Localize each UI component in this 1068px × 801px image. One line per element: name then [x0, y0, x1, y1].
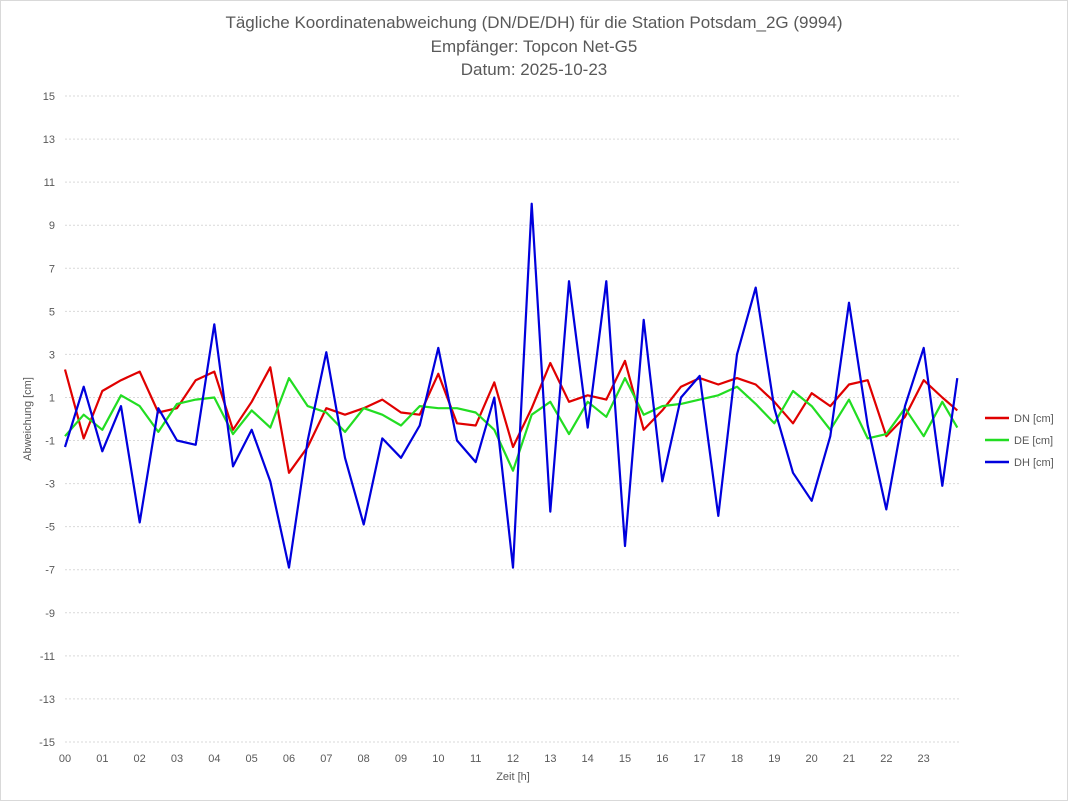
series-line-dn [63, 359, 959, 474]
legend-label: DN [cm] [1014, 413, 1054, 425]
x-tick-label: 06 [283, 753, 295, 765]
x-tick-label: 21 [843, 753, 855, 765]
x-tick-label: 03 [171, 753, 183, 765]
y-tick-label: 11 [44, 177, 55, 189]
legend: DN [cm] DE [cm] DH [cm] [985, 413, 1054, 469]
y-tick-label: 5 [49, 306, 55, 318]
x-axis-ticks: 00 01 02 03 04 05 06 07 08 09 10 11 12 13 14 15 16 17 18 19… [59, 753, 930, 765]
legend-label: DH [cm] [1014, 457, 1054, 469]
y-tick-label: 15 [43, 91, 55, 103]
y-tick-label: 3 [49, 349, 55, 361]
x-tick-label: 17 [694, 753, 706, 765]
y-tick-label: -15 [39, 737, 55, 749]
x-tick-label: 00 [59, 753, 71, 765]
series-line-de [64, 377, 959, 472]
x-tick-label: 20 [806, 753, 818, 765]
x-tick-label: 12 [507, 753, 519, 765]
x-axis-title: Zeit [h] [496, 771, 530, 783]
series-lines [63, 202, 959, 569]
legend-label: DE [cm] [1014, 435, 1053, 447]
x-tick-label: 09 [395, 753, 407, 765]
x-tick-label: 14 [582, 753, 594, 765]
y-tick-label: -11 [40, 651, 55, 663]
y-tick-label: -3 [45, 479, 55, 491]
y-tick-label: 1 [49, 392, 55, 404]
x-tick-label: 13 [544, 753, 556, 765]
chart-subtitle-receiver: Empfänger: Topcon Net-G5 [430, 37, 638, 56]
x-tick-label: 08 [358, 753, 370, 765]
y-tick-label: -1 [45, 436, 55, 448]
x-tick-label: 11 [470, 753, 481, 765]
y-tick-label: -13 [39, 694, 55, 706]
x-tick-label: 19 [768, 753, 780, 765]
x-tick-label: 01 [96, 753, 108, 765]
series-line-dh [63, 202, 959, 569]
chart-subtitle-date: Datum: 2025-10-23 [460, 60, 608, 79]
x-tick-label: 07 [320, 753, 332, 765]
y-axis-title: Abweichung [cm] [22, 377, 34, 461]
x-tick-label: 02 [134, 753, 146, 765]
x-tick-label: 18 [731, 753, 743, 765]
x-tick-label: 04 [208, 753, 220, 765]
y-tick-label: -5 [45, 522, 55, 534]
x-tick-label: 15 [619, 753, 631, 765]
x-tick-label: 05 [246, 753, 258, 765]
x-tick-label: 22 [880, 753, 892, 765]
x-tick-label: 10 [432, 753, 444, 765]
x-tick-label: 16 [656, 753, 668, 765]
y-tick-label: 9 [49, 220, 55, 232]
y-tick-label: 7 [49, 263, 55, 275]
y-tick-label: -9 [45, 608, 55, 620]
x-tick-label: 23 [918, 753, 930, 765]
y-axis-ticks: 15 13 11 9 7 5 3 1 -1 -3 -5 -7 -9 -11 -13 -15 [39, 91, 55, 749]
y-tick-label: 13 [43, 134, 55, 146]
chart-title: Tägliche Koordinatenabweichung (DN/DE/DH… [225, 13, 843, 32]
y-tick-label: -7 [45, 565, 55, 577]
